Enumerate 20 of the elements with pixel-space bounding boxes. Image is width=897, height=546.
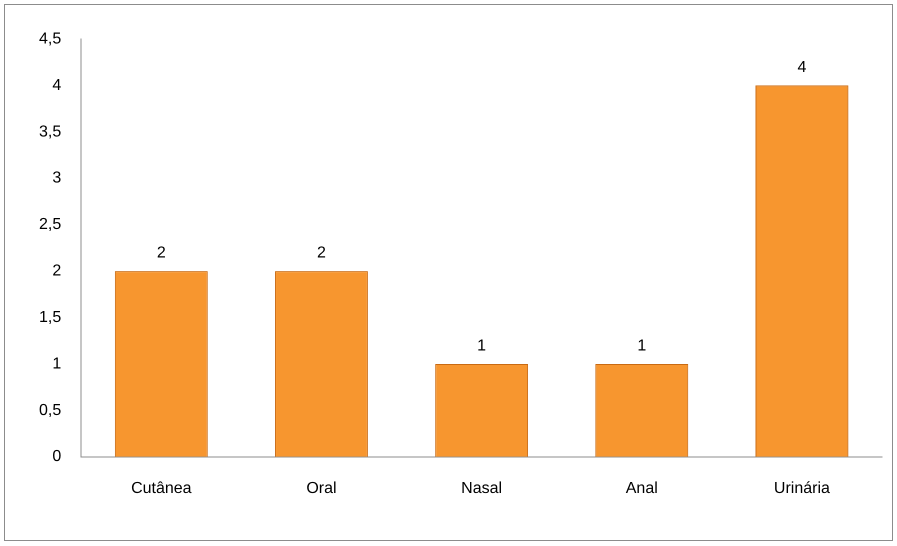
y-tick-label: 3 <box>52 170 62 187</box>
y-tick-label: 4 <box>52 76 62 94</box>
data-label: 2 <box>156 244 166 262</box>
y-tick-label: 0,5 <box>38 402 62 419</box>
y-tick-label: 3,5 <box>38 123 62 140</box>
data-label: 4 <box>797 58 806 76</box>
y-tick-label: 2 <box>52 262 62 280</box>
x-tick-label: Nasal <box>461 480 502 497</box>
y-tick-label: 1,5 <box>38 308 62 326</box>
data-label: 1 <box>637 337 646 354</box>
y-tick-label: 0 <box>52 448 62 466</box>
x-tick-label: Cutânea <box>131 480 192 497</box>
y-tick-label: 2,5 <box>38 216 62 234</box>
y-tick-label: 4,5 <box>38 30 62 48</box>
y-tick-label: 1 <box>52 355 62 372</box>
data-label: 1 <box>477 337 486 354</box>
data-label: 2 <box>317 244 326 262</box>
x-tick-label: Oral <box>306 480 337 497</box>
x-tick-label: Urinária <box>774 480 830 497</box>
x-tick-label: Anal <box>626 480 658 497</box>
